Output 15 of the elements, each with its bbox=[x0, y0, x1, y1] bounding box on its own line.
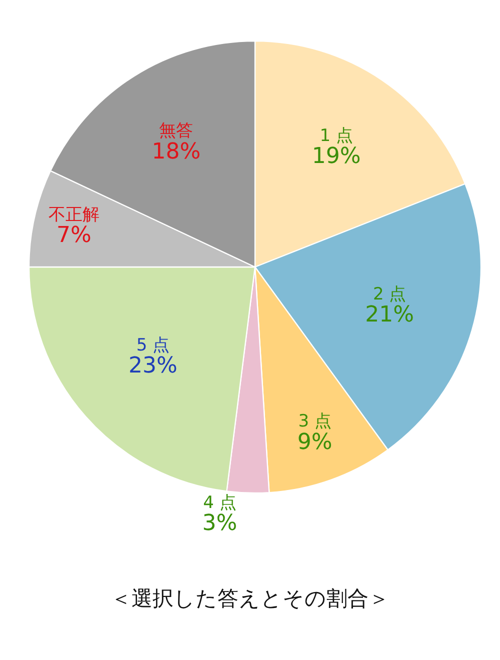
slice-label: 5 点 bbox=[136, 335, 170, 356]
slice-label: 1 点 bbox=[320, 126, 353, 146]
data-label: 18% bbox=[152, 139, 201, 164]
slice-label: 2 点 bbox=[372, 284, 406, 305]
data-label: 21% bbox=[365, 302, 414, 328]
slice-label: 3 点 bbox=[298, 412, 332, 432]
data-label: 3% bbox=[202, 510, 238, 536]
slice-label: 無答 bbox=[159, 121, 194, 142]
data-label: 9% bbox=[297, 430, 332, 455]
data-label: 19% bbox=[312, 144, 361, 169]
slice-label: 不正解 bbox=[48, 204, 100, 225]
data-label: 7% bbox=[56, 223, 92, 248]
text: ＜選択した答えとその割合＞ bbox=[110, 586, 390, 610]
data-label: 23% bbox=[128, 354, 178, 379]
slice-label: 4 点 bbox=[203, 492, 236, 513]
